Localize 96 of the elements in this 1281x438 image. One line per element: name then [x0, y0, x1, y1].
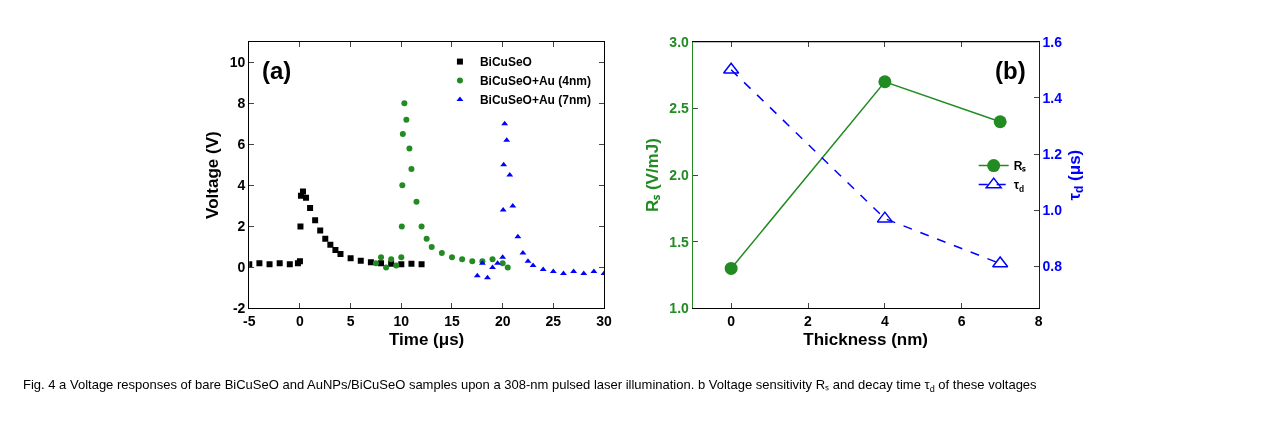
point — [489, 264, 496, 269]
legend-label: BiCuSeO+Au (7nm) — [479, 93, 591, 108]
point — [504, 264, 511, 271]
x-tick-label: 10 — [393, 313, 410, 330]
legend-label: BiCuSeO — [479, 55, 532, 70]
y2-tick-label: 1.4 — [1042, 89, 1063, 106]
caption: Fig. 4 a Voltage responses of bare BiCuSeO and AuNPs/BiCuSeO samples upon a 308-nm pulsed laser illumination. b Voltage sensitivity Rₛ and decay time τ$_{d}$ of these voltages — [23, 377, 1038, 394]
point — [418, 261, 425, 268]
point — [256, 260, 263, 267]
y-axis-title: Rₛ (V/mJ) — [642, 138, 662, 213]
point — [378, 260, 385, 267]
point — [570, 268, 578, 274]
point — [312, 217, 319, 224]
x-tick-label: 15 — [444, 313, 460, 330]
x-tick-label: 6 — [957, 313, 966, 330]
point — [428, 243, 435, 250]
y-tick-label: 2.0 — [669, 167, 690, 184]
point — [408, 260, 415, 267]
x-tick-label: 20 — [494, 313, 511, 330]
point — [423, 235, 430, 242]
point — [438, 250, 445, 257]
point — [448, 254, 455, 261]
y-tick-label: 0 — [237, 259, 246, 276]
point — [388, 256, 395, 263]
point — [878, 75, 892, 89]
y-tick-label: -2 — [232, 300, 246, 317]
point — [499, 260, 506, 267]
y-tick-label: 2 — [237, 218, 246, 235]
y-tick-label: 4 — [237, 177, 246, 194]
point — [399, 131, 406, 138]
point — [347, 255, 354, 262]
y-tick-label: 10 — [229, 54, 246, 71]
x-tick-label: 0 — [727, 313, 736, 330]
y-tick-label: 3.0 — [669, 33, 690, 50]
point — [372, 260, 379, 267]
y-tick-label: 1.5 — [669, 233, 690, 250]
y-tick-label: 2.5 — [669, 100, 690, 117]
x-axis-title: Time (μs) — [389, 329, 465, 349]
y-tick-label: 6 — [237, 136, 246, 153]
x-tick-label: 0 — [296, 313, 305, 330]
point — [580, 270, 588, 276]
x-tick-label: -5 — [243, 313, 256, 330]
point — [322, 235, 329, 242]
point — [299, 188, 306, 195]
point — [378, 254, 385, 261]
legend-label: Rₛ — [1013, 159, 1027, 174]
point — [303, 194, 310, 201]
legend-label: BiCuSeO+Au (4nm) — [479, 74, 591, 89]
point — [418, 223, 425, 230]
point — [383, 264, 390, 271]
legend-label: τ$_{d}$ — [1013, 178, 1025, 194]
x-tick-label: 30 — [596, 313, 613, 330]
point — [560, 270, 567, 276]
point — [473, 272, 481, 278]
point — [393, 262, 400, 269]
point — [406, 145, 413, 152]
point — [307, 204, 314, 211]
point — [413, 198, 420, 205]
y-tick-label: 8 — [237, 95, 246, 112]
point — [724, 261, 738, 275]
y2-tick-label: 1.6 — [1042, 33, 1063, 50]
point — [266, 261, 273, 268]
text: (a) — [262, 57, 292, 84]
point — [332, 246, 339, 253]
x-tick-label: 25 — [545, 313, 562, 330]
point — [469, 258, 476, 265]
point — [514, 233, 522, 239]
point — [408, 165, 415, 172]
point — [590, 268, 598, 274]
point — [327, 241, 334, 248]
x-tick-label: 2 — [804, 313, 813, 330]
point — [403, 116, 410, 123]
point — [398, 223, 405, 230]
point — [993, 115, 1007, 129]
point — [399, 182, 406, 189]
x-axis-title: Thickness (nm) — [803, 329, 929, 349]
y-tick-label: 1.0 — [669, 300, 690, 317]
point — [276, 260, 283, 267]
point — [286, 261, 293, 268]
point — [398, 254, 405, 261]
point — [459, 256, 466, 263]
point — [337, 251, 344, 258]
y2-tick-label: 1.0 — [1042, 202, 1063, 219]
point — [401, 100, 408, 107]
text: (b) — [995, 57, 1026, 84]
point — [357, 257, 364, 264]
x-tick-label: 4 — [880, 313, 889, 330]
y2-tick-label: 1.2 — [1042, 145, 1063, 162]
point — [297, 223, 304, 230]
x-tick-label: 8 — [1034, 313, 1043, 330]
point — [549, 268, 557, 274]
y2-tick-label: 0.8 — [1042, 258, 1063, 275]
point — [317, 227, 324, 234]
x-tick-label: 5 — [346, 313, 355, 330]
point — [489, 256, 496, 263]
y-axis-title: Voltage (V) — [203, 131, 223, 219]
